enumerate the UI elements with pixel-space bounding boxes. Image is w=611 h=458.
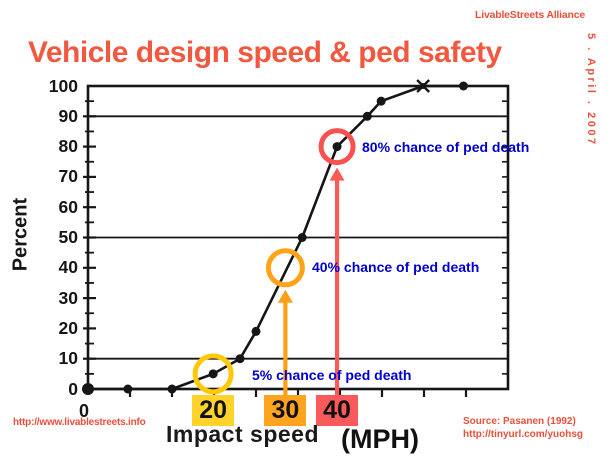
arrow-head-80pct [329,167,345,181]
x-axis-unit: (MPH) [341,424,419,454]
x-label-30mph: 30 [264,395,307,426]
source-line1: Source: Pasanen (1992) [463,416,576,427]
data-point [235,354,245,364]
y-tick-label-70: 70 [58,166,78,187]
data-point [458,81,468,91]
arrow-head-40pct [277,289,293,303]
y-tick-label-60: 60 [58,196,78,217]
slide-title: Vehicle design speed & ped safety [28,36,502,69]
y-tick-label-20: 20 [58,317,78,338]
x-marker-icon [416,79,431,93]
x-label-40mph: 40 [316,395,359,426]
x-label-20mph: 20 [192,395,235,426]
data-point [82,383,94,395]
site-url: http://www.livablestreets.info [13,417,146,428]
y-tick-label-50: 50 [58,227,78,247]
data-point [167,384,177,394]
y-tick-label-30: 30 [58,287,78,308]
annotation-40pct: 40% chance of ped death [312,259,480,275]
annotation-80pct: 80% chance of ped death [362,139,530,155]
highlight-ring-5pct [192,353,234,395]
date-vertical: 5 . April . 2007 [585,33,597,147]
data-point [376,96,386,106]
highlight-ring-80pct [318,128,356,166]
x-axis-title: Impact speed [166,421,319,447]
data-point [123,384,133,394]
y-tick-label-80: 80 [58,136,78,157]
y-tick-label-0: 0 [68,378,78,399]
highlight-ring-40pct [265,248,305,288]
y-tick-label-100: 100 [48,75,78,96]
data-point [362,111,372,121]
data-point [251,326,261,336]
y-tick-label-10: 10 [58,348,78,369]
x-origin-label: 0 [78,401,89,421]
source-citation: Source: Pasanen (1992) http://tinyurl.co… [463,415,583,441]
annotation-5pct: 5% chance of ped death [252,367,412,383]
org-name: LivableStreets Alliance [475,9,585,21]
data-point [297,233,307,242]
source-line2: http://tinyurl.com/yuohsg [463,429,583,440]
data-point [208,369,218,379]
y-tick-label-90: 90 [58,105,78,126]
y-tick-label-40: 40 [58,257,78,278]
data-point [332,142,342,152]
